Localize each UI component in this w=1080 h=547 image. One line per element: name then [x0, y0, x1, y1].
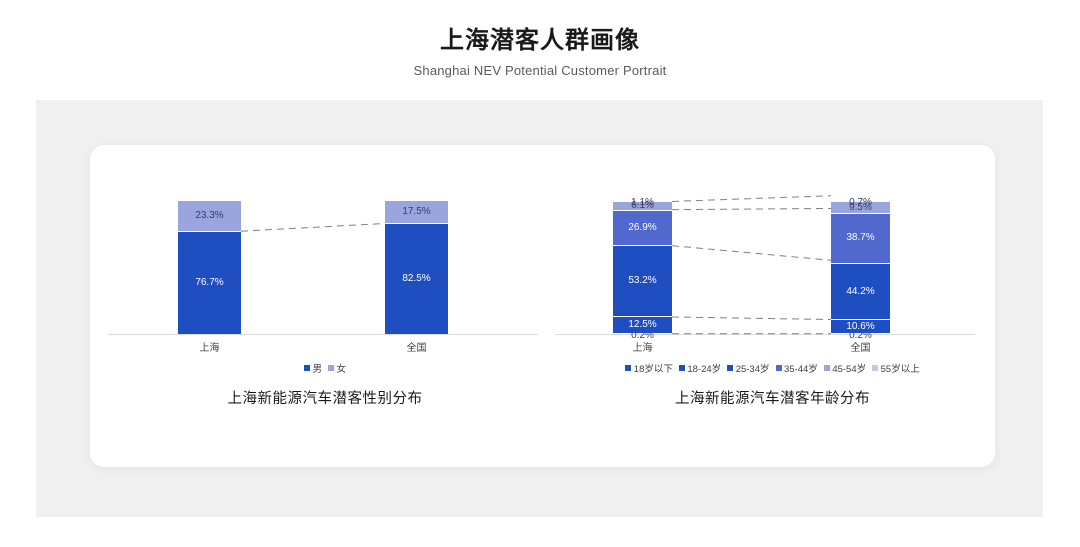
bar-segment[interactable]: 10.6% [831, 319, 890, 333]
bar-segment-label: 53.2% [628, 275, 657, 287]
bar-segment-label: 6.1% [631, 200, 654, 212]
bar-segment[interactable]: 17.5% [385, 200, 448, 224]
chart-card: 76.7% 23.3% 上海 82.5% 17.5% 全国 上海新能源汽车潜客性别分布 男… [90, 145, 995, 467]
legend-swatch [775, 365, 782, 371]
legend-swatch [823, 365, 830, 371]
legend-label: 25-34岁 [735, 364, 770, 375]
stacked-bar[interactable]: 82.5% 17.5% [385, 200, 448, 334]
bar-segment[interactable]: 44.2% [831, 262, 890, 320]
bar-segment[interactable]: 38.7% [831, 213, 890, 263]
plot-area-gender: 76.7% 23.3% 上海 82.5% 17.5% 全国 [100, 145, 550, 395]
legend-item[interactable]: 25-34岁 [727, 361, 770, 375]
bar-segment-label: 10.6% [846, 320, 875, 332]
legend-item[interactable]: 18-24岁 [678, 361, 722, 375]
legend-label: 35-44岁 [784, 364, 818, 375]
stacked-bar[interactable]: 76.7% 23.3% [178, 200, 241, 334]
legend-label: 女 [336, 364, 347, 375]
chart-panel-age: 0.2% 12.5% 53.2% 26.9% 6.1% 1.1% 上海 0.2% 10.6% 44… [550, 145, 995, 467]
x-axis-line [108, 334, 538, 335]
stacked-bar[interactable]: 0.2% 12.5% 53.2% 26.9% 6.1% 1.1% [613, 198, 672, 341]
connector-lines [240, 222, 386, 232]
bar-segment-label: 23.3% [195, 210, 224, 222]
legend-swatch [303, 365, 310, 371]
bar-segment[interactable]: 1.1% [613, 198, 672, 208]
category-label: 上海 [199, 343, 220, 354]
bar-segment[interactable]: 53.2% [613, 245, 672, 317]
legend-label: 55岁以上 [880, 364, 920, 375]
bar-segment-label: 0.2% [631, 330, 654, 341]
bar-segment[interactable]: 0.7% [831, 197, 890, 207]
category-label: 全国 [406, 343, 427, 354]
bar-segment-label: 38.7% [846, 232, 875, 244]
chart-caption-age: 上海新能源汽车潜客年龄分布 [675, 391, 870, 407]
page-subtitle: Shanghai NEV Potential Customer Portrait [413, 63, 667, 78]
category-label: 上海 [632, 343, 653, 354]
bar-segment[interactable]: 12.5% [613, 316, 672, 333]
legend-item[interactable]: 男 [303, 361, 322, 375]
legend-swatch [872, 365, 879, 371]
legend-label: 18-24岁 [687, 364, 722, 375]
bar-segment-label: 76.7% [195, 277, 224, 289]
legend-item[interactable]: 45-54岁 [823, 361, 867, 375]
bar-segment[interactable]: 0.2% [831, 331, 890, 341]
chart-panel-gender: 76.7% 23.3% 上海 82.5% 17.5% 全国 上海新能源汽车潜客性别分布 男… [100, 145, 550, 467]
page-header: 上海潜客人群画像 Shanghai NEV Potential Customer… [0, 26, 1080, 81]
bar-segment-label: 0.2% [849, 330, 872, 341]
bar-segment-label: 82.5% [402, 273, 431, 285]
stacked-bar[interactable]: 0.2% 10.6% 44.2% 38.7% 9.5% 0.7% [831, 197, 890, 341]
bar-segment-label: 44.2% [846, 285, 875, 297]
bar-segment-label: 12.5% [628, 319, 657, 331]
chart-legend: 18岁以下 18-24岁 25-34岁 35-44岁 45-54岁 55岁以上 [550, 361, 995, 375]
bar-segment-label: 26.9% [628, 222, 657, 234]
legend-item[interactable]: 55岁以上 [872, 361, 920, 375]
bar-segment[interactable]: 0.2% [613, 331, 672, 341]
bar-segment-label: 9.5% [849, 201, 872, 213]
legend-label: 45-54岁 [832, 364, 867, 375]
legend-swatch [678, 365, 685, 371]
legend-item[interactable]: 18岁以下 [625, 361, 673, 375]
chart-caption-gender: 上海新能源汽车潜客性别分布 [227, 391, 423, 407]
bar-segment[interactable]: 76.7% [178, 231, 241, 334]
bar-segment-label: 17.5% [402, 206, 431, 218]
category-label: 全国 [850, 343, 871, 354]
legend-swatch [625, 365, 632, 371]
x-axis-line [555, 334, 975, 335]
bar-segment[interactable]: 9.5% [831, 200, 890, 214]
bar-segment-label: 0.7% [849, 196, 872, 208]
bar-segment[interactable]: 6.1% [613, 200, 672, 212]
legend-swatch [727, 365, 734, 371]
legend-swatch [328, 365, 334, 371]
legend-item[interactable]: 女 [328, 361, 346, 375]
chart-legend: 男女 [100, 361, 550, 375]
legend-label: 18岁以下 [633, 364, 673, 375]
plot-area-age: 0.2% 12.5% 53.2% 26.9% 6.1% 1.1% 上海 0.2% 10.6% 44… [550, 145, 995, 395]
bar-segment[interactable]: 23.3% [178, 200, 241, 232]
legend-item[interactable]: 35-44岁 [775, 361, 818, 375]
bar-segment[interactable]: 82.5% [385, 223, 448, 334]
legend-label: 男 [312, 364, 322, 375]
bar-segment-label: 1.1% [631, 197, 654, 209]
page-title: 上海潜客人群画像 [440, 27, 640, 54]
bar-segment[interactable]: 26.9% [613, 209, 672, 246]
